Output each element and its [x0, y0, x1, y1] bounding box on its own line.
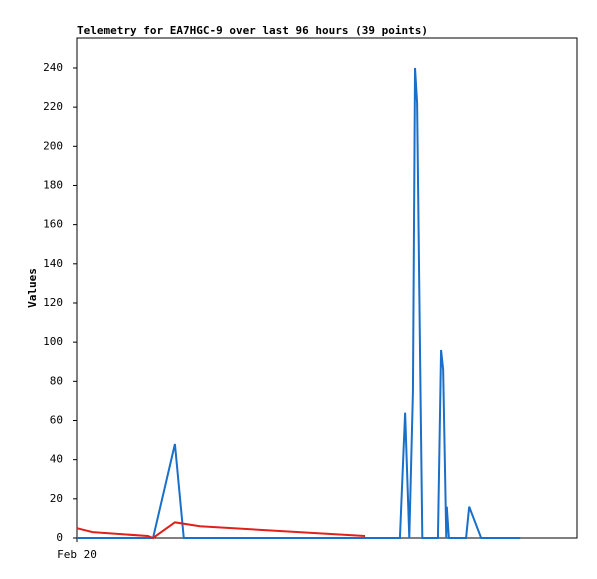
y-axis-label: Values	[26, 268, 39, 308]
chart-title: Telemetry for EA7HGC-9 over last 96 hour…	[77, 24, 428, 37]
y-tick-label: 60	[50, 413, 63, 426]
series-line	[77, 67, 521, 539]
y-tick-label: 240	[43, 61, 63, 74]
y-tick-label: 220	[43, 100, 63, 113]
plot-frame	[76, 37, 578, 539]
y-tick-label: 200	[43, 139, 63, 152]
y-tick-label: 140	[43, 257, 63, 270]
y-tick-label: 180	[43, 178, 63, 191]
y-tick-label: 0	[56, 531, 63, 544]
y-tick-label: 40	[50, 453, 63, 466]
y-tick-label: 160	[43, 218, 63, 231]
y-tick-label: 100	[43, 335, 63, 348]
series-line	[76, 521, 366, 540]
y-tick-label: 20	[50, 492, 63, 505]
y-tick-label: 80	[50, 374, 63, 387]
y-tick-label: 120	[43, 296, 63, 309]
x-tick-label: Feb 20	[57, 548, 97, 561]
